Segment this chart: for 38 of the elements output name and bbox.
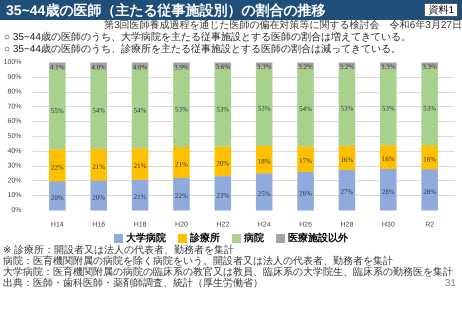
chart-title: 35~44歳の医師（主たる従事施設別）の割合の推移 <box>6 1 326 20</box>
bar <box>380 145 397 170</box>
bar <box>214 176 232 210</box>
text: 資料1 <box>424 3 458 17</box>
bar <box>421 146 438 170</box>
legend-label: 大学病院 <box>125 232 166 244</box>
chart-subtitle: ○ 35~44歳の医師のうち、大学病院を主たる従事施設とする医師の割合は増えてきている。 ○ 35~44歳の医師のうち、診療所を主たる従事施設とする医師の割合は減ってきている。 <box>4 32 412 56</box>
bar <box>132 68 148 148</box>
bar <box>380 169 397 210</box>
bar <box>297 172 314 210</box>
bar <box>421 170 438 210</box>
bar <box>90 68 107 149</box>
bar <box>338 170 356 210</box>
bar <box>49 68 66 150</box>
source-note: 出典：医師・歯科医師・薬剤師調査、統計（厚生労働省） <box>3 278 263 289</box>
bar <box>214 68 232 147</box>
bar <box>297 146 314 172</box>
legend-label: 診療所 <box>188 232 220 244</box>
bar <box>90 148 107 181</box>
bar <box>338 146 356 170</box>
bar <box>49 149 66 182</box>
bar <box>214 146 232 176</box>
bar <box>132 148 148 180</box>
bar <box>256 146 272 174</box>
bar <box>256 173 272 210</box>
legend-label: 医療施設以外 <box>287 232 348 245</box>
bar <box>132 180 148 210</box>
bar <box>173 68 190 148</box>
text: 第3回医師養成過程を通じた医師の偏在対策等に関する検討会 令和6年3月27日 <box>103 20 462 32</box>
text: ※ 診療所：開設者又は法人の代表者、勤務者を集計 <box>3 245 234 256</box>
text: 31 <box>444 278 456 289</box>
bar <box>173 147 190 178</box>
bar <box>173 178 190 210</box>
bar <box>90 180 107 210</box>
text: 病院：医育機関附属の病院を除く病院をいう。開設者又は法人の代表者、勤務者を集計 <box>3 256 393 267</box>
bar <box>49 181 66 210</box>
legend-label: 病院 <box>242 232 264 245</box>
text: 大学病院：医育機関附属の病院の臨床系の教官又は教員、臨床系の大学院生、臨床系の勤務医を集計 <box>3 267 454 278</box>
